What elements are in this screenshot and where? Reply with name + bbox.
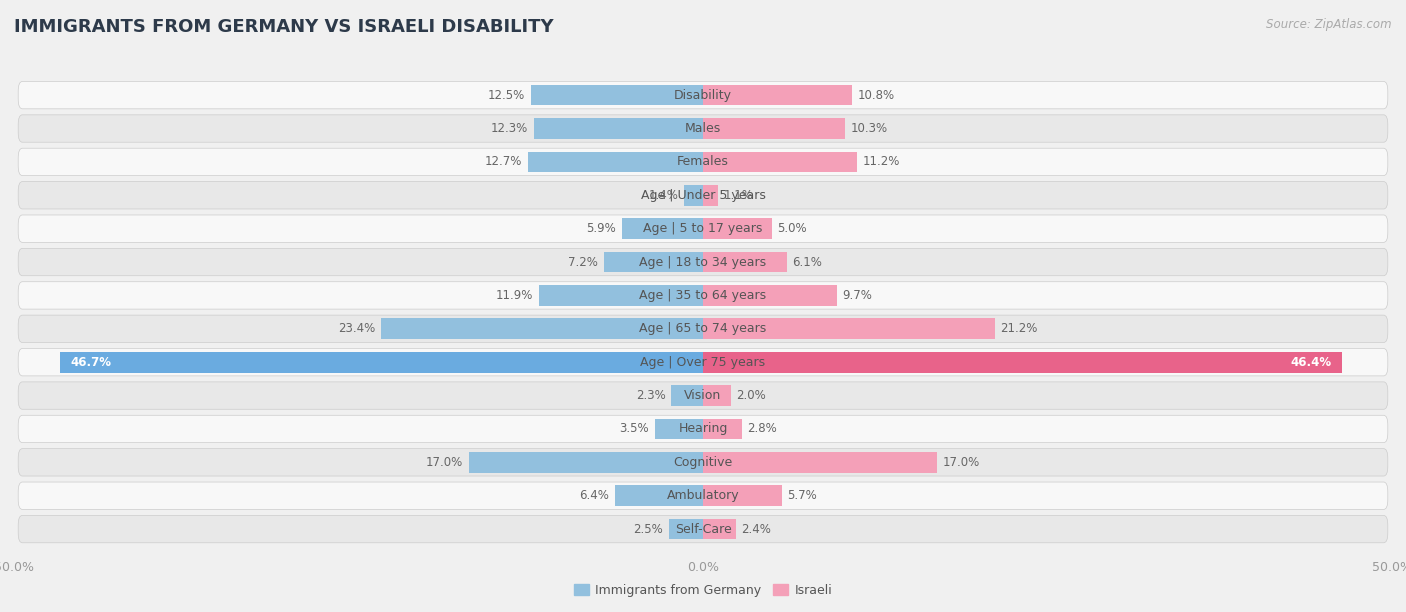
Bar bbox=[614, 485, 703, 506]
Bar bbox=[381, 318, 703, 339]
Text: 7.2%: 7.2% bbox=[568, 256, 599, 269]
Bar bbox=[533, 118, 703, 139]
Text: 12.7%: 12.7% bbox=[485, 155, 523, 168]
Bar bbox=[703, 352, 1343, 373]
Bar bbox=[703, 85, 852, 105]
Bar bbox=[703, 218, 772, 239]
Text: 5.0%: 5.0% bbox=[778, 222, 807, 235]
Text: 2.8%: 2.8% bbox=[747, 422, 778, 436]
Text: 6.4%: 6.4% bbox=[579, 489, 609, 502]
Text: 21.2%: 21.2% bbox=[1001, 323, 1038, 335]
FancyBboxPatch shape bbox=[18, 315, 1388, 343]
FancyBboxPatch shape bbox=[18, 382, 1388, 409]
Text: 1.4%: 1.4% bbox=[648, 188, 678, 202]
Text: Disability: Disability bbox=[673, 89, 733, 102]
Text: 3.5%: 3.5% bbox=[620, 422, 650, 436]
Text: 23.4%: 23.4% bbox=[337, 323, 375, 335]
Bar bbox=[703, 419, 741, 439]
Legend: Immigrants from Germany, Israeli: Immigrants from Germany, Israeli bbox=[568, 579, 838, 602]
Text: 46.7%: 46.7% bbox=[70, 356, 111, 368]
Bar bbox=[703, 452, 938, 472]
Bar bbox=[59, 352, 703, 373]
FancyBboxPatch shape bbox=[18, 215, 1388, 242]
Text: 2.0%: 2.0% bbox=[737, 389, 766, 402]
Text: 17.0%: 17.0% bbox=[426, 456, 463, 469]
Text: Age | 35 to 64 years: Age | 35 to 64 years bbox=[640, 289, 766, 302]
FancyBboxPatch shape bbox=[18, 449, 1388, 476]
Text: Age | Over 75 years: Age | Over 75 years bbox=[641, 356, 765, 368]
Text: 2.5%: 2.5% bbox=[633, 523, 664, 536]
Bar bbox=[683, 185, 703, 206]
Text: IMMIGRANTS FROM GERMANY VS ISRAELI DISABILITY: IMMIGRANTS FROM GERMANY VS ISRAELI DISAB… bbox=[14, 18, 554, 36]
FancyBboxPatch shape bbox=[18, 515, 1388, 543]
Text: Age | 65 to 74 years: Age | 65 to 74 years bbox=[640, 323, 766, 335]
FancyBboxPatch shape bbox=[18, 248, 1388, 276]
Text: 9.7%: 9.7% bbox=[842, 289, 872, 302]
Text: 46.4%: 46.4% bbox=[1291, 356, 1331, 368]
Text: 5.7%: 5.7% bbox=[787, 489, 817, 502]
Text: 2.4%: 2.4% bbox=[741, 523, 772, 536]
FancyBboxPatch shape bbox=[18, 482, 1388, 509]
FancyBboxPatch shape bbox=[18, 81, 1388, 109]
Text: 10.8%: 10.8% bbox=[858, 89, 894, 102]
Bar bbox=[703, 252, 787, 272]
Text: 12.5%: 12.5% bbox=[488, 89, 526, 102]
Bar bbox=[669, 519, 703, 539]
Bar bbox=[603, 252, 703, 272]
Text: 2.3%: 2.3% bbox=[636, 389, 666, 402]
Text: 11.9%: 11.9% bbox=[496, 289, 533, 302]
FancyBboxPatch shape bbox=[18, 348, 1388, 376]
Text: Cognitive: Cognitive bbox=[673, 456, 733, 469]
Bar bbox=[703, 152, 858, 172]
Text: Males: Males bbox=[685, 122, 721, 135]
Text: Age | 18 to 34 years: Age | 18 to 34 years bbox=[640, 256, 766, 269]
FancyBboxPatch shape bbox=[18, 148, 1388, 176]
Text: Females: Females bbox=[678, 155, 728, 168]
Text: Age | Under 5 years: Age | Under 5 years bbox=[641, 188, 765, 202]
Text: Age | 5 to 17 years: Age | 5 to 17 years bbox=[644, 222, 762, 235]
Bar bbox=[703, 318, 995, 339]
Text: 17.0%: 17.0% bbox=[943, 456, 980, 469]
FancyBboxPatch shape bbox=[18, 182, 1388, 209]
Bar bbox=[538, 285, 703, 306]
Text: 1.1%: 1.1% bbox=[724, 188, 754, 202]
Text: 10.3%: 10.3% bbox=[851, 122, 887, 135]
Bar bbox=[621, 218, 703, 239]
Bar bbox=[703, 485, 782, 506]
FancyBboxPatch shape bbox=[18, 416, 1388, 442]
Text: Vision: Vision bbox=[685, 389, 721, 402]
Bar bbox=[655, 419, 703, 439]
Bar bbox=[529, 152, 703, 172]
Bar bbox=[703, 385, 731, 406]
Text: Ambulatory: Ambulatory bbox=[666, 489, 740, 502]
Bar bbox=[703, 285, 837, 306]
Bar bbox=[703, 519, 737, 539]
Bar bbox=[671, 385, 703, 406]
Text: 5.9%: 5.9% bbox=[586, 222, 616, 235]
Text: 11.2%: 11.2% bbox=[863, 155, 900, 168]
Text: Self-Care: Self-Care bbox=[675, 523, 731, 536]
Bar bbox=[468, 452, 703, 472]
Bar bbox=[531, 85, 703, 105]
FancyBboxPatch shape bbox=[18, 115, 1388, 142]
Text: 12.3%: 12.3% bbox=[491, 122, 529, 135]
Text: Source: ZipAtlas.com: Source: ZipAtlas.com bbox=[1267, 18, 1392, 31]
Bar bbox=[703, 118, 845, 139]
Text: 6.1%: 6.1% bbox=[793, 256, 823, 269]
Bar bbox=[703, 185, 718, 206]
FancyBboxPatch shape bbox=[18, 282, 1388, 309]
Text: Hearing: Hearing bbox=[678, 422, 728, 436]
